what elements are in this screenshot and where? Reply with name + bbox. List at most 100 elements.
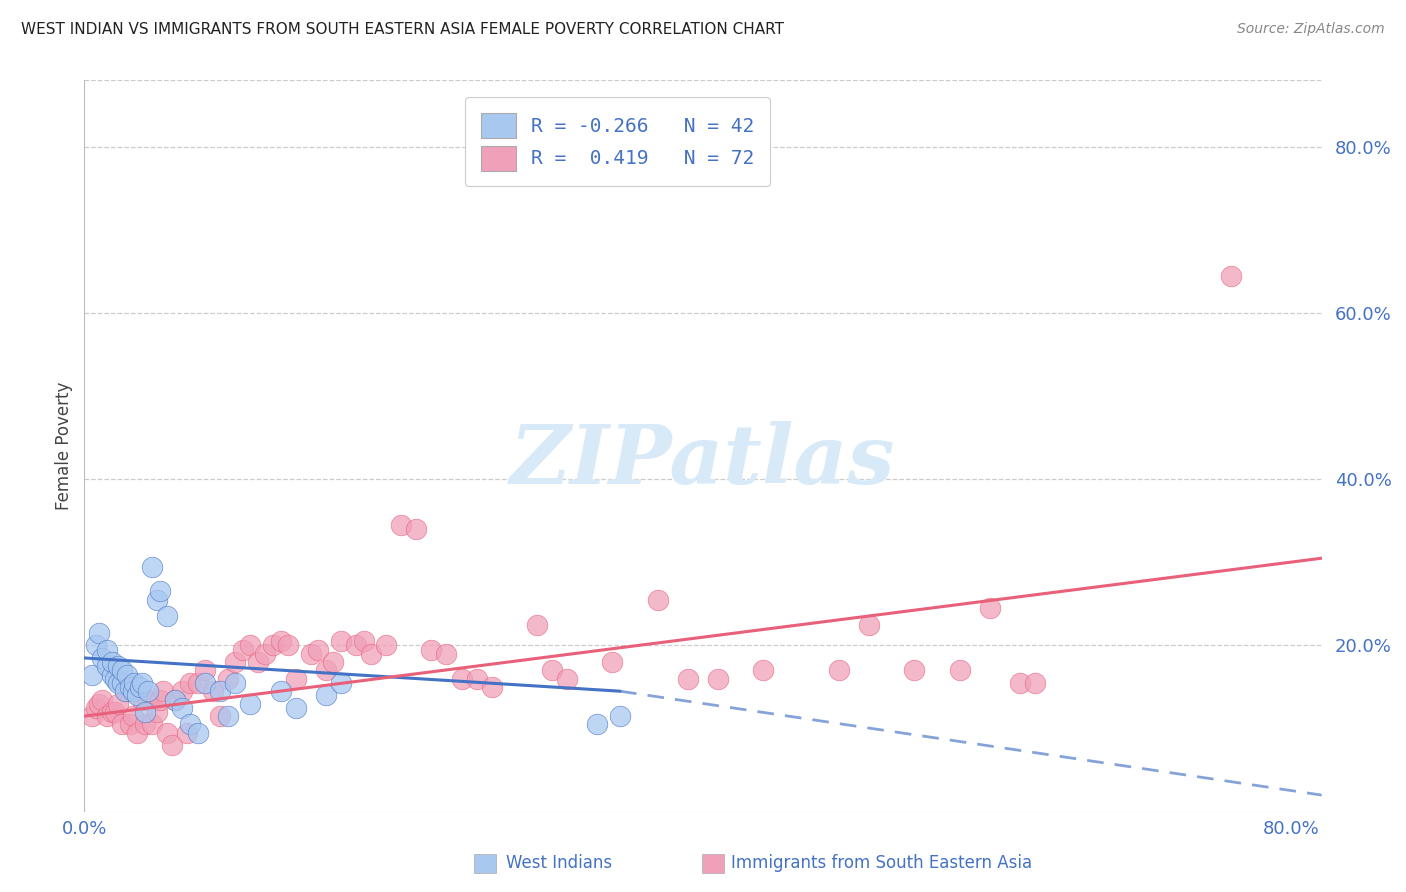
Point	[179, 676, 201, 690]
Point	[389, 518, 412, 533]
Point	[176, 725, 198, 739]
Point	[146, 592, 169, 607]
Point	[246, 655, 269, 669]
Point	[172, 684, 194, 698]
Bar	[474, 854, 496, 873]
Point	[127, 725, 149, 739]
Point	[209, 684, 232, 698]
Point	[134, 717, 156, 731]
Point	[118, 717, 141, 731]
Point	[344, 639, 367, 653]
Point	[136, 684, 159, 698]
Point	[152, 684, 174, 698]
Point	[239, 697, 262, 711]
Point	[172, 701, 194, 715]
Point	[828, 664, 851, 678]
Point	[89, 697, 111, 711]
Point	[129, 680, 152, 694]
Point	[100, 667, 122, 681]
Point	[114, 684, 136, 698]
Point	[224, 676, 246, 690]
Point	[322, 655, 344, 669]
Point	[146, 705, 169, 719]
Point	[299, 647, 322, 661]
Y-axis label: Female Poverty: Female Poverty	[55, 382, 73, 510]
Point	[122, 676, 145, 690]
Point	[555, 672, 578, 686]
Point	[86, 639, 108, 653]
Bar	[702, 854, 724, 873]
Point	[224, 655, 246, 669]
Point	[118, 680, 141, 694]
Point	[107, 676, 129, 690]
Point	[329, 634, 352, 648]
Point	[121, 684, 143, 698]
Text: ZIPatlas: ZIPatlas	[510, 421, 896, 500]
Point	[115, 684, 138, 698]
Point	[86, 701, 108, 715]
Point	[103, 672, 125, 686]
Point	[89, 626, 111, 640]
Point	[201, 684, 224, 698]
Point	[209, 709, 232, 723]
Point	[1220, 268, 1243, 283]
Text: Source: ZipAtlas.com: Source: ZipAtlas.com	[1237, 22, 1385, 37]
Point	[465, 672, 488, 686]
Point	[858, 617, 880, 632]
Legend: R = -0.266   N = 42, R =  0.419   N = 72: R = -0.266 N = 42, R = 0.419 N = 72	[465, 97, 770, 186]
Point	[156, 609, 179, 624]
Point	[103, 705, 125, 719]
Point	[194, 664, 217, 678]
Point	[262, 639, 284, 653]
Point	[375, 639, 398, 653]
Point	[80, 667, 103, 681]
Text: West Indians: West Indians	[506, 855, 612, 872]
Point	[96, 659, 118, 673]
Point	[903, 664, 925, 678]
Point	[111, 676, 134, 690]
Text: WEST INDIAN VS IMMIGRANTS FROM SOUTH EASTERN ASIA FEMALE POVERTY CORRELATION CHA: WEST INDIAN VS IMMIGRANTS FROM SOUTH EAS…	[21, 22, 785, 37]
Point	[586, 717, 609, 731]
Point	[270, 684, 292, 698]
Point	[277, 639, 299, 653]
Point	[450, 672, 472, 686]
Point	[217, 709, 239, 723]
Point	[707, 672, 730, 686]
Point	[609, 709, 631, 723]
Point	[96, 709, 118, 723]
Point	[80, 709, 103, 723]
Point	[163, 692, 186, 706]
Point	[948, 664, 970, 678]
Point	[100, 655, 122, 669]
Point	[232, 642, 254, 657]
Point	[353, 634, 375, 648]
Point	[186, 725, 208, 739]
Point	[676, 672, 699, 686]
Point	[481, 680, 503, 694]
Point	[315, 664, 337, 678]
Point	[979, 601, 1001, 615]
Point	[111, 664, 134, 678]
Point	[107, 659, 129, 673]
Point	[541, 664, 564, 678]
Point	[91, 692, 114, 706]
Point	[141, 559, 163, 574]
Point	[1008, 676, 1031, 690]
Point	[131, 692, 153, 706]
Point	[315, 689, 337, 703]
Point	[602, 655, 624, 669]
Point	[107, 697, 129, 711]
Point	[270, 634, 292, 648]
Point	[156, 725, 179, 739]
Point	[239, 639, 262, 653]
Point	[179, 717, 201, 731]
Point	[111, 717, 134, 731]
Point	[160, 738, 183, 752]
Point	[186, 676, 208, 690]
Point	[360, 647, 382, 661]
Point	[647, 592, 669, 607]
Point	[329, 676, 352, 690]
Point	[96, 642, 118, 657]
Point	[121, 709, 143, 723]
Point	[436, 647, 458, 661]
